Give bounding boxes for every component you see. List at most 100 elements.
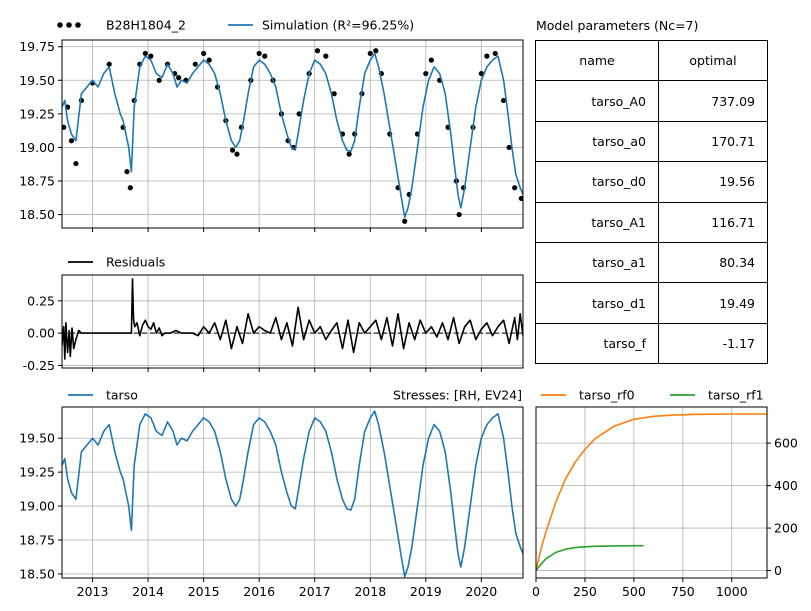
series-line-Simulation bbox=[62, 52, 523, 219]
response-plot-area bbox=[536, 413, 767, 572]
param-value: 170.71 bbox=[658, 120, 768, 163]
contribution-ytick-label: 18.50 bbox=[19, 566, 55, 581]
observed-point bbox=[331, 91, 337, 97]
observed-point bbox=[478, 70, 484, 77]
head-ytick-label: 18.75 bbox=[19, 174, 55, 189]
residuals-frame bbox=[61, 274, 524, 369]
param-value: 19.56 bbox=[658, 161, 768, 203]
observed-point bbox=[346, 151, 352, 157]
observed-point bbox=[256, 50, 262, 57]
legend-contribution: tarso bbox=[106, 388, 138, 403]
legend-residuals: Residuals bbox=[106, 255, 165, 270]
contribution-xtick-label: 2015 bbox=[188, 584, 220, 599]
observed-point bbox=[323, 53, 329, 59]
observed-point bbox=[428, 57, 434, 63]
header-optimal: optimal bbox=[658, 39, 768, 82]
param-value: 737.09 bbox=[658, 80, 768, 122]
legend-marker-observed bbox=[66, 22, 72, 28]
contribution-xtick-label: 2019 bbox=[410, 584, 442, 599]
param-name: tarso_a0 bbox=[535, 120, 659, 163]
observed-point bbox=[373, 48, 379, 54]
observed-point bbox=[402, 218, 408, 224]
param-row: tarso_a1 80.34 bbox=[535, 241, 768, 284]
residuals-ytick-label: 0.25 bbox=[27, 293, 55, 308]
observed-point bbox=[106, 61, 112, 67]
observed-point bbox=[142, 50, 148, 57]
contribution-xtick-label: 2020 bbox=[465, 584, 497, 599]
legend-rf0: tarso_rf0 bbox=[579, 388, 635, 403]
observed-point bbox=[484, 53, 490, 59]
param-row: tarso_A0 737.09 bbox=[535, 80, 768, 122]
params-title: Model parameters (Nc=7) bbox=[536, 18, 699, 33]
contribution-ytick-label: 19.25 bbox=[19, 465, 55, 480]
contribution-plot-area bbox=[62, 410, 523, 578]
response-ytick-label: 200 bbox=[774, 521, 798, 536]
residuals-ytick-label: -0.25 bbox=[23, 358, 55, 373]
observed-point bbox=[518, 195, 523, 202]
observed-point bbox=[62, 124, 67, 130]
observed-point bbox=[262, 53, 268, 59]
series-line-Residuals bbox=[62, 278, 523, 360]
param-name: tarso_a1 bbox=[535, 241, 659, 284]
param-row: tarso_f -1.17 bbox=[535, 322, 768, 365]
response-ytick-label: 400 bbox=[774, 478, 798, 493]
legend-simulation: Simulation (R²=96.25%) bbox=[262, 18, 414, 33]
observed-point bbox=[176, 75, 182, 81]
param-row: tarso_A1 116.71 bbox=[535, 201, 768, 243]
response-ytick-label: 0 bbox=[774, 563, 782, 578]
series-line-tarso bbox=[62, 410, 523, 578]
contribution-xtick-label: 2013 bbox=[77, 584, 109, 599]
observed-point bbox=[506, 144, 512, 151]
params-header-row: name optimal bbox=[535, 39, 768, 82]
response-xtick-label: 250 bbox=[573, 584, 597, 599]
observed-point bbox=[492, 50, 498, 57]
residuals-plot-area bbox=[62, 278, 523, 360]
param-row: tarso_a0 170.71 bbox=[535, 120, 768, 163]
response-xtick-label: 500 bbox=[622, 584, 646, 599]
param-name: tarso_A0 bbox=[535, 80, 659, 122]
head-ytick-label: 19.00 bbox=[19, 140, 55, 155]
contribution-xtick-label: 2014 bbox=[132, 584, 164, 599]
observed-point bbox=[73, 160, 79, 167]
observed-point bbox=[314, 48, 321, 54]
contribution-ytick-label: 18.75 bbox=[19, 533, 55, 548]
response-xtick-label: 1000 bbox=[716, 584, 748, 599]
param-value: 80.34 bbox=[658, 241, 768, 284]
response-xtick-label: 750 bbox=[671, 584, 695, 599]
observed-point bbox=[206, 57, 212, 63]
param-value: 19.49 bbox=[658, 282, 768, 324]
contribution-xtick-label: 2016 bbox=[243, 584, 275, 599]
observed-point bbox=[423, 70, 429, 77]
param-value: -1.17 bbox=[658, 322, 768, 365]
head-ytick-label: 18.50 bbox=[19, 207, 55, 222]
residuals-ytick-label: 0.00 bbox=[27, 326, 55, 341]
param-row: tarso_d1 19.49 bbox=[535, 282, 768, 324]
params-table: name optimal tarso_A0 737.09 tarso_a0 170.… bbox=[535, 39, 768, 365]
legend-rf1: tarso_rf1 bbox=[708, 388, 764, 403]
observed-point bbox=[192, 61, 198, 67]
contribution-ytick-label: 19.00 bbox=[19, 499, 55, 514]
head-frame bbox=[61, 39, 524, 229]
header-name: name bbox=[535, 39, 659, 82]
observed-point bbox=[367, 50, 373, 57]
param-value: 116.71 bbox=[658, 201, 768, 243]
head-ytick-label: 19.75 bbox=[19, 39, 55, 54]
legend-observed: B28H1804_2 bbox=[106, 18, 186, 33]
param-name: tarso_d0 bbox=[535, 161, 659, 203]
observed-point bbox=[127, 185, 133, 191]
param-name: tarso_d1 bbox=[535, 282, 659, 324]
param-row: tarso_d0 19.56 bbox=[535, 161, 768, 203]
observed-point bbox=[68, 138, 75, 144]
series-line-tarso_rf1 bbox=[536, 544, 644, 572]
response-ytick-label: 600 bbox=[774, 436, 798, 451]
contribution-frame bbox=[61, 406, 524, 579]
series-line-tarso_rf0 bbox=[536, 413, 767, 571]
contribution-ytick-label: 19.50 bbox=[19, 431, 55, 446]
response-xtick-label: 0 bbox=[532, 584, 540, 599]
observed-point bbox=[229, 147, 236, 153]
head-plot-area bbox=[62, 48, 523, 224]
head-ytick-label: 19.50 bbox=[19, 73, 55, 88]
observed-point bbox=[148, 53, 154, 59]
observed-point bbox=[234, 151, 240, 157]
